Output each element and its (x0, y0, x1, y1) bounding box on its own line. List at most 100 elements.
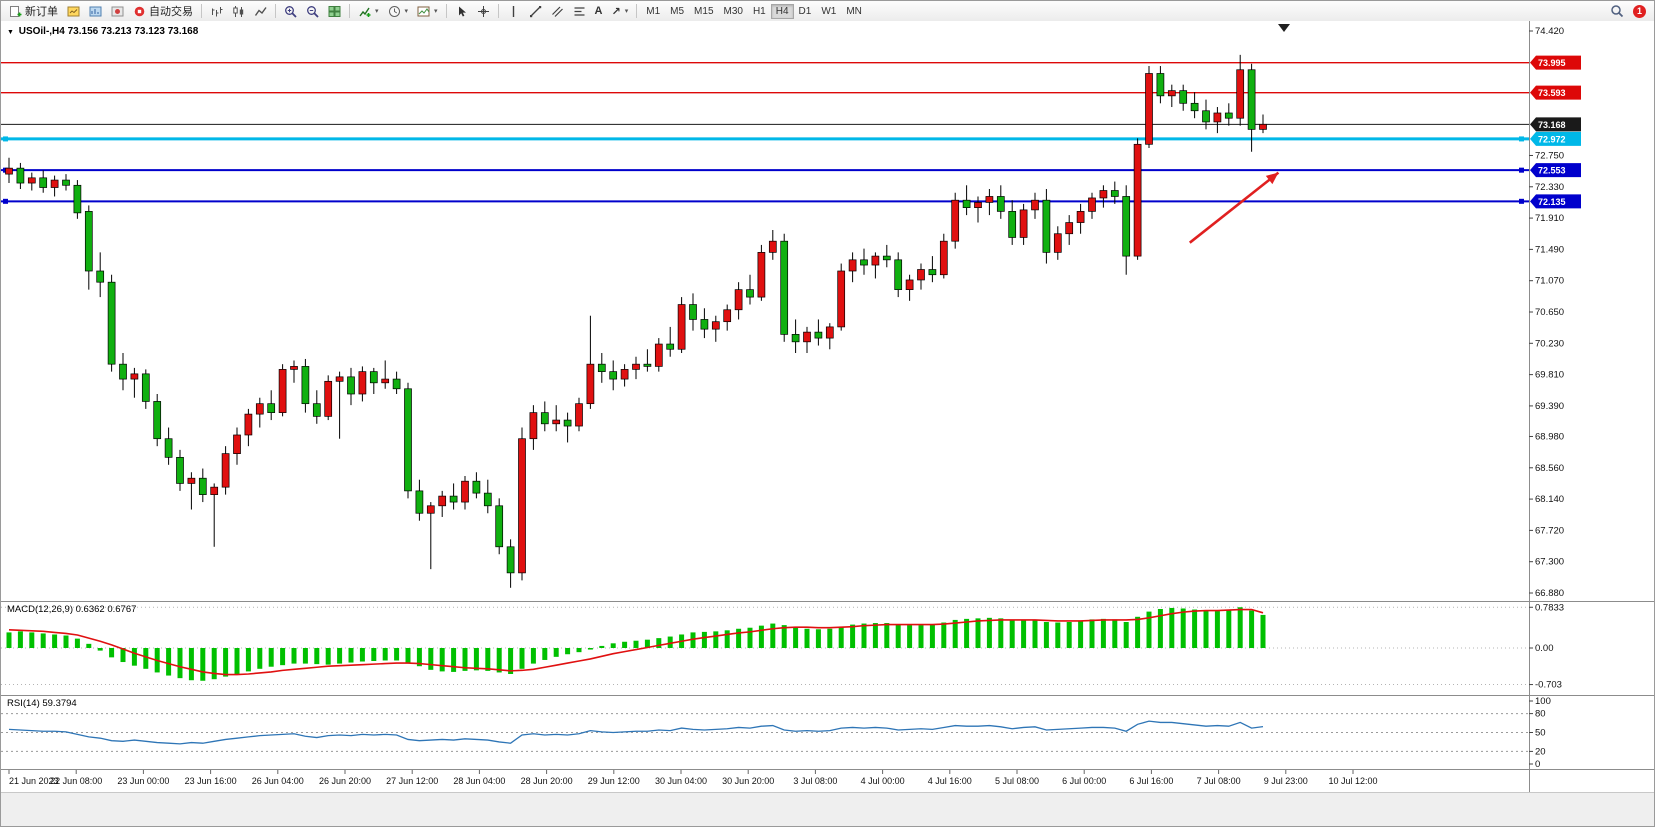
macd-histogram (6, 607, 1266, 681)
candles-layer (5, 54, 1267, 588)
svg-text:72.135: 72.135 (1538, 197, 1566, 207)
timeframe-m1[interactable]: M1 (641, 4, 665, 19)
timeframe-toolbar: M1 M5 M15 M30 H1 H4 D1 W1 MN (641, 3, 867, 19)
channel-button[interactable] (547, 2, 568, 20)
svg-text:71.910: 71.910 (1535, 213, 1564, 224)
timeframe-w1[interactable]: W1 (816, 4, 841, 19)
svg-text:73.593: 73.593 (1538, 88, 1566, 98)
svg-text:30 Jun 20:00: 30 Jun 20:00 (722, 776, 774, 786)
timeframe-d1[interactable]: D1 (794, 4, 817, 19)
candlestick-chart-button[interactable] (228, 2, 249, 20)
chevron-down-icon: ▾ (375, 8, 379, 15)
pane-separators[interactable] (1, 601, 1655, 770)
cursor-button[interactable] (451, 2, 472, 20)
timeframe-h1[interactable]: H1 (748, 4, 771, 19)
text-tool-button[interactable]: A (591, 2, 607, 20)
zoom-in-button[interactable] (280, 2, 301, 20)
svg-text:9 Jul 23:00: 9 Jul 23:00 (1264, 776, 1308, 786)
timeframe-mn[interactable]: MN (841, 4, 867, 19)
svg-text:67.720: 67.720 (1535, 525, 1564, 536)
market-watch-button[interactable] (63, 2, 84, 20)
price-tag[interactable] (1530, 131, 1581, 146)
indicators-add-icon (358, 5, 371, 18)
svg-text:69.390: 69.390 (1535, 401, 1564, 412)
new-order-button[interactable]: 新订单 (5, 2, 62, 20)
svg-text:0.7833: 0.7833 (1535, 602, 1564, 613)
line-handle[interactable] (1519, 167, 1524, 173)
svg-text:28 Jun 04:00: 28 Jun 04:00 (453, 776, 505, 786)
svg-text:20: 20 (1535, 746, 1546, 757)
candlestick-chart-icon (232, 5, 245, 18)
svg-text:7 Jul 08:00: 7 Jul 08:00 (1197, 776, 1241, 786)
price-tag[interactable] (1530, 85, 1581, 100)
svg-text:23 Jun 16:00: 23 Jun 16:00 (185, 776, 237, 786)
autotrading-button[interactable]: 自动交易 (129, 2, 197, 20)
svg-text:4 Jul 16:00: 4 Jul 16:00 (928, 776, 972, 786)
line-handle[interactable] (3, 198, 8, 204)
zoom-out-icon (306, 5, 319, 18)
arrows-tool-button[interactable]: ↗ ▾ (608, 2, 633, 20)
fibonacci-icon (573, 5, 586, 18)
cursor-icon (455, 5, 468, 18)
svg-text:100: 100 (1535, 696, 1551, 707)
svg-text:72.972: 72.972 (1538, 134, 1566, 144)
indicator-level-lines (1, 606, 1529, 752)
macd-signal-line (8, 608, 1264, 676)
navigator-button[interactable] (107, 2, 128, 20)
price-scale[interactable]: 74.420 72.750 72.330 71.910 71.490 71.070 70.6… (1529, 26, 1581, 770)
svg-text:73.168: 73.168 (1538, 120, 1566, 130)
toolbar-separator (275, 4, 276, 18)
svg-text:73.995: 73.995 (1538, 58, 1566, 68)
line-handle[interactable] (1519, 198, 1524, 204)
bar-chart-button[interactable] (206, 2, 227, 20)
svg-text:72.553: 72.553 (1538, 166, 1566, 176)
template-icon (417, 5, 430, 18)
fibonacci-button[interactable] (569, 2, 590, 20)
timeframe-m30[interactable]: M30 (719, 4, 748, 19)
toolbar-separator (201, 4, 202, 18)
price-tag[interactable] (1530, 163, 1581, 178)
svg-text:6 Jul 00:00: 6 Jul 00:00 (1062, 776, 1106, 786)
svg-text:72.750: 72.750 (1535, 150, 1564, 161)
line-chart-button[interactable] (250, 2, 271, 20)
horizontal-line-objects[interactable] (1, 61, 1529, 204)
svg-text:4 Jul 00:00: 4 Jul 00:00 (861, 776, 905, 786)
price-tag[interactable] (1530, 55, 1581, 70)
periods-button[interactable]: ▾ (384, 2, 413, 20)
trendline-button[interactable] (525, 2, 546, 20)
arrow-tool-icon: ↗ (611, 5, 621, 18)
svg-text:70.650: 70.650 (1535, 307, 1564, 318)
trendline-icon (529, 5, 542, 18)
svg-text:26 Jun 04:00: 26 Jun 04:00 (252, 776, 304, 786)
line-chart-icon (254, 5, 267, 18)
chart-window-icon (89, 5, 102, 18)
tile-windows-button[interactable] (324, 2, 345, 20)
autotrading-label: 自动交易 (149, 6, 193, 18)
chart-canvas[interactable]: 74.420 72.750 72.330 71.910 71.490 71.070 70.6… (1, 21, 1655, 827)
svg-text:30 Jun 04:00: 30 Jun 04:00 (655, 776, 707, 786)
notification-badge[interactable]: 1 (1633, 4, 1646, 18)
svg-text:0: 0 (1535, 759, 1540, 770)
channel-icon (551, 5, 564, 18)
chart-shift-icon[interactable] (1278, 24, 1290, 32)
timeframe-m15[interactable]: M15 (689, 4, 718, 19)
price-tag[interactable] (1530, 194, 1581, 209)
line-handle[interactable] (1519, 136, 1524, 142)
zoom-in-icon (284, 5, 297, 18)
line-handle[interactable] (3, 136, 8, 142)
timeframe-m5[interactable]: M5 (665, 4, 689, 19)
zoom-out-button[interactable] (302, 2, 323, 20)
crosshair-button[interactable] (473, 2, 494, 20)
clock-icon (388, 5, 401, 18)
timeframe-h4[interactable]: H4 (770, 3, 794, 19)
price-tag[interactable] (1530, 117, 1581, 132)
vertical-line-button[interactable] (503, 2, 524, 20)
trend-arrow[interactable] (1188, 171, 1280, 244)
chart-window-button[interactable] (85, 2, 106, 20)
svg-text:80: 80 (1535, 709, 1546, 720)
svg-text:68.980: 68.980 (1535, 431, 1564, 442)
templates-button[interactable]: ▾ (413, 2, 442, 20)
indicators-button[interactable]: ▾ (354, 2, 383, 20)
search-button[interactable] (1606, 2, 1628, 20)
